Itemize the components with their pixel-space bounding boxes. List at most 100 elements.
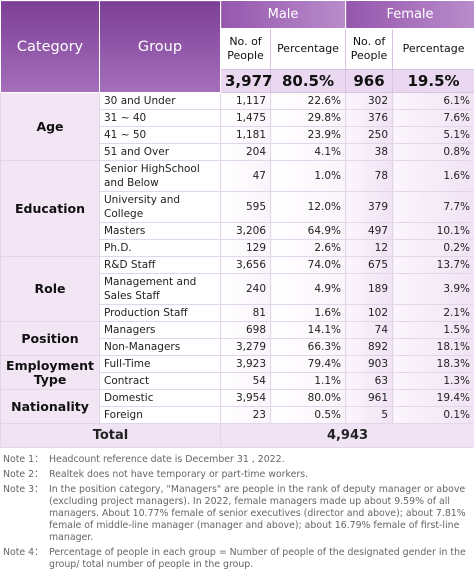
value-cell: 80.0% — [271, 390, 346, 407]
value-cell: 14.1% — [271, 322, 346, 339]
value-cell: 66.3% — [271, 339, 346, 356]
category-cell: Employment Type — [1, 356, 100, 390]
value-cell: 4.1% — [271, 144, 346, 161]
column-header: No. of People — [221, 29, 271, 70]
column-header: Percentage — [393, 29, 474, 70]
value-cell: 29.8% — [271, 110, 346, 127]
value-cell: 1.5% — [393, 322, 474, 339]
value-cell: 0.1% — [393, 407, 474, 424]
value-cell: 23.9% — [271, 127, 346, 144]
column-header: No. of People — [346, 29, 393, 70]
total-value: 4,943 — [221, 424, 474, 448]
value-cell: 10.1% — [393, 223, 474, 240]
note: Note 4：Percentage of people in each grou… — [3, 547, 471, 571]
value-cell: 78 — [346, 161, 393, 192]
value-cell: 698 — [221, 322, 271, 339]
header-row: Category Group Male Female — [1, 1, 474, 29]
group-cell: Production Staff — [100, 305, 221, 322]
group-cell: Contract — [100, 373, 221, 390]
category-cell: Position — [1, 322, 100, 356]
group-cell: Senior HighSchool and Below — [100, 161, 221, 192]
value-cell: 675 — [346, 257, 393, 274]
group-cell: University and College — [100, 192, 221, 223]
value-cell: 1.0% — [271, 161, 346, 192]
female-header: Female — [346, 1, 474, 29]
value-cell: 19.4% — [393, 390, 474, 407]
value-cell: 54 — [221, 373, 271, 390]
value-cell: 79.4% — [271, 356, 346, 373]
value-cell: 3,923 — [221, 356, 271, 373]
value-cell: 38 — [346, 144, 393, 161]
value-cell: 379 — [346, 192, 393, 223]
group-cell: R&D Staff — [100, 257, 221, 274]
group-cell: Full-Time — [100, 356, 221, 373]
value-cell: 81 — [221, 305, 271, 322]
category-cell: Nationality — [1, 390, 100, 424]
headcount-table: Category Group Male Female No. of People… — [0, 0, 474, 448]
value-cell: 2.1% — [393, 305, 474, 322]
value-cell: 5 — [346, 407, 393, 424]
category-header: Category — [1, 1, 100, 93]
value-cell: 0.2% — [393, 240, 474, 257]
value-cell: 0.5% — [271, 407, 346, 424]
value-cell: 7.7% — [393, 192, 474, 223]
value-cell: 23 — [221, 407, 271, 424]
value-cell: 1,117 — [221, 93, 271, 110]
note-text: Percentage of people in each group = Num… — [49, 547, 471, 571]
value-cell: 7.6% — [393, 110, 474, 127]
value-cell: 5.1% — [393, 127, 474, 144]
note-label: Note 3： — [3, 484, 49, 544]
value-cell: 1,181 — [221, 127, 271, 144]
total-label: Total — [1, 424, 221, 448]
group-cell: Masters — [100, 223, 221, 240]
value-cell: 1.6% — [271, 305, 346, 322]
value-cell: 3,206 — [221, 223, 271, 240]
value-cell: 47 — [221, 161, 271, 192]
value-cell: 102 — [346, 305, 393, 322]
note-text: Headcount reference date is December 31 … — [49, 454, 471, 466]
note: Note 1：Headcount reference date is Decem… — [3, 454, 471, 466]
group-cell: Management and Sales Staff — [100, 274, 221, 305]
value-cell: 189 — [346, 274, 393, 305]
note-label: Note 1： — [3, 454, 49, 466]
value-cell: 1.3% — [393, 373, 474, 390]
value-cell: 204 — [221, 144, 271, 161]
note: Note 2：Realtek does not have temporary o… — [3, 469, 471, 481]
value-cell: 74 — [346, 322, 393, 339]
value-cell: 18.1% — [393, 339, 474, 356]
value-cell: 1.6% — [393, 161, 474, 192]
category-cell: Education — [1, 161, 100, 257]
group-cell: Ph.D. — [100, 240, 221, 257]
value-cell: 892 — [346, 339, 393, 356]
group-cell: Managers — [100, 322, 221, 339]
value-cell: 3.9% — [393, 274, 474, 305]
category-cell: Age — [1, 93, 100, 161]
group-cell: 31 ~ 40 — [100, 110, 221, 127]
value-cell: 595 — [221, 192, 271, 223]
value-cell: 13.7% — [393, 257, 474, 274]
group-cell: 30 and Under — [100, 93, 221, 110]
note-label: Note 2： — [3, 469, 49, 481]
value-cell: 129 — [221, 240, 271, 257]
note: Note 3：In the position category, "Manage… — [3, 484, 471, 544]
group-cell: 51 and Over — [100, 144, 221, 161]
note-text: In the position category, "Managers" are… — [49, 484, 471, 544]
total-value: 3,977 — [221, 70, 271, 93]
value-cell: 240 — [221, 274, 271, 305]
value-cell: 4.9% — [271, 274, 346, 305]
total-value: 80.5% — [271, 70, 346, 93]
value-cell: 0.8% — [393, 144, 474, 161]
value-cell: 3,279 — [221, 339, 271, 356]
total-value: 966 — [346, 70, 393, 93]
value-cell: 903 — [346, 356, 393, 373]
value-cell: 961 — [346, 390, 393, 407]
column-header: Percentage — [271, 29, 346, 70]
group-cell: Domestic — [100, 390, 221, 407]
value-cell: 1.1% — [271, 373, 346, 390]
value-cell: 12.0% — [271, 192, 346, 223]
value-cell: 302 — [346, 93, 393, 110]
